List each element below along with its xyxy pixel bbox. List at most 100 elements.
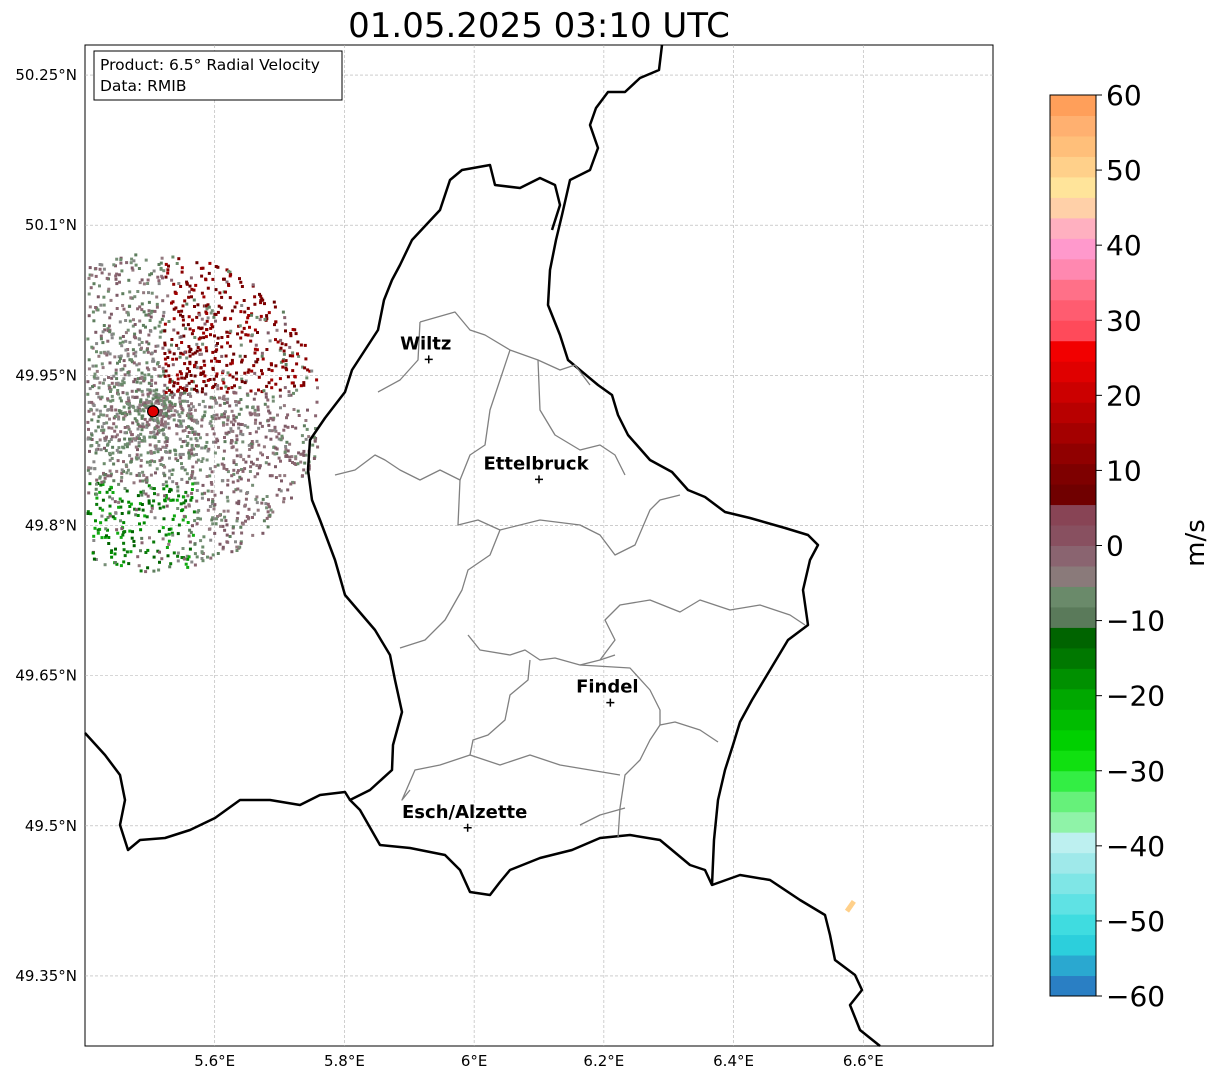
echo-pixel [267,409,271,413]
echo-pixel [88,305,92,309]
echo-pixel [92,282,96,286]
echo-pixel [206,303,210,307]
echo-pixel [178,355,182,359]
echo-pixel [164,406,168,410]
echo-pixel [163,352,167,355]
echo-pixel [283,424,287,428]
echo-pixel [188,392,192,396]
echo-pixel [185,302,189,306]
echo-pixel [284,363,288,366]
echo-pixel [100,263,104,267]
echo-pixel [225,390,229,394]
echo-pixel [92,375,96,379]
echo-pixel [184,327,188,331]
echo-pixel [258,292,261,296]
echo-pixel [114,371,118,375]
echo-pixel [186,435,190,438]
echo-pixel [142,491,145,495]
echo-pixel [274,382,278,386]
echo-pixel [210,489,214,493]
echo-pixel [272,445,276,449]
echo-pixel [302,383,306,387]
echo-pixel [225,268,229,272]
echo-pixel [208,378,212,381]
echo-pixel [279,438,283,442]
echo-pixel [176,532,180,536]
echo-pixel [161,432,165,436]
echo-pixel [199,352,203,356]
y-tick-label: 49.5°N [25,817,77,835]
echo-pixel [271,510,275,514]
echo-pixel [246,306,250,310]
echo-pixel [193,364,196,368]
echo-pixel [165,444,169,448]
echo-pixel [207,527,211,531]
echo-pixel [218,542,222,546]
echo-pixel [244,333,248,337]
echo-pixel [226,386,230,390]
echo-pixel [135,380,139,384]
echo-pixel [259,299,263,303]
echo-pixel [113,355,117,359]
echo-pixel [86,468,90,472]
echo-pixel [120,499,124,503]
echo-pixel [164,362,168,366]
echo-pixel [105,414,109,418]
echo-pixel [126,348,130,351]
echo-pixel [203,491,207,495]
echo-pixel [283,450,287,454]
echo-pixel [119,519,122,523]
echo-pixel [170,338,174,341]
echo-pixel [177,494,181,498]
echo-pixel [107,272,111,276]
echo-pixel [142,350,146,354]
echo-pixel [207,271,211,275]
echo-pixel [86,512,90,515]
echo-pixel [124,319,128,322]
echo-pixel [303,343,307,347]
echo-pixel [225,401,229,405]
colorbar-segment [1050,729,1096,751]
echo-pixel [149,473,153,477]
echo-pixel [126,371,130,374]
echo-pixel [268,411,272,415]
echo-pixel [233,419,237,423]
echo-pixel [169,488,173,492]
echo-pixel [281,310,285,314]
echo-pixel [219,386,223,390]
echo-pixel [150,402,154,406]
echo-pixel [162,407,166,411]
echo-pixel [238,422,242,426]
echo-pixel [97,443,101,447]
echo-pixel [186,565,190,569]
echo-pixel [180,309,184,313]
echo-pixel [118,336,122,340]
echo-pixel [163,473,167,477]
echo-pixel [130,439,134,443]
echo-pixel [235,438,239,442]
echo-pixel [96,528,100,532]
echo-pixel [250,445,254,449]
echo-pixel [273,452,277,456]
echo-pixel [150,351,154,355]
echo-pixel [195,315,199,319]
echo-pixel [130,437,134,441]
echo-pixel [200,274,204,278]
echo-pixel [153,492,156,496]
echo-pixel [94,519,97,523]
echo-pixel [90,400,94,404]
echo-pixel [106,339,110,343]
echo-pixel [108,458,112,462]
echo-pixel [271,418,275,422]
echo-pixel [274,338,277,342]
echo-pixel [167,539,171,543]
echo-pixel [138,329,142,333]
echo-pixel [259,451,263,455]
echo-pixel [206,508,210,512]
city-label: Findel [576,677,639,698]
echo-pixel [157,324,161,328]
echo-pixel [200,492,204,496]
colorbar-segment [1050,811,1096,833]
echo-pixel [216,552,220,555]
echo-pixel [239,310,243,314]
